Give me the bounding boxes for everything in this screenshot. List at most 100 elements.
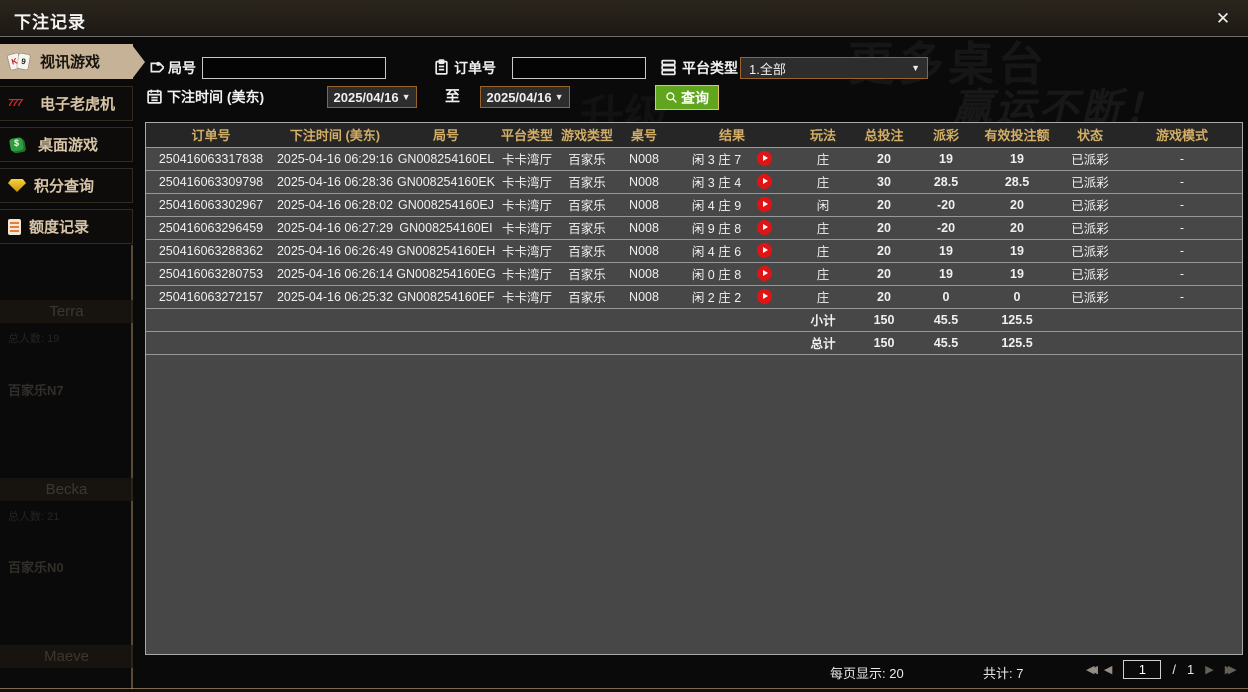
cell-game: 百家乐 <box>556 170 618 194</box>
cell-status: 已派彩 <box>1058 239 1122 263</box>
cell-order: 250416063272157 <box>146 285 276 309</box>
replay-video-icon[interactable] <box>757 243 773 258</box>
result-text: 闲 4 庄 6 <box>691 245 742 259</box>
replay-video-icon[interactable] <box>757 151 773 166</box>
cell-result: 闲 4 庄 6 <box>670 239 794 263</box>
chevron-down-icon: ▼ <box>554 92 564 102</box>
dimmed-lobby-background: Terra 总人数: 19 百家乐N7 Becka 总人数: 21 百家乐N0 … <box>0 245 133 689</box>
replay-video-icon[interactable] <box>757 266 773 281</box>
round-number-input[interactable] <box>202 57 386 79</box>
cell-round: GN008254160EG <box>394 262 498 286</box>
column-header: 游戏模式 <box>1122 123 1242 148</box>
cell-status: 已派彩 <box>1058 147 1122 171</box>
cell-mode: - <box>1122 239 1242 263</box>
cell-platform: 卡卡湾厅 <box>498 285 556 309</box>
cell-total: 30 <box>852 170 916 194</box>
cell-table_no: N008 <box>618 239 670 263</box>
column-header: 订单号 <box>146 123 276 148</box>
cell-time: 2025-04-16 06:28:36 <box>276 170 394 194</box>
previous-page-icon[interactable]: ◀ <box>1103 664 1113 676</box>
grand-total-row-cell <box>498 331 556 355</box>
cell-valid: 0 <box>976 285 1058 309</box>
table-row[interactable]: 250416063280753 2025-04-16 06:26:14 GN0082… <box>146 262 1242 286</box>
cell-play: 庄 <box>794 262 852 286</box>
column-header: 总投注 <box>852 123 916 148</box>
table-row[interactable]: 250416063317838 2025-04-16 06:29:16 GN0082… <box>146 147 1242 171</box>
result-text: 闲 2 庄 2 <box>691 291 742 305</box>
subtotal-row-cell: 45.5 <box>916 308 976 332</box>
table-row[interactable]: 250416063309798 2025-04-16 06:28:36 GN0082… <box>146 170 1242 194</box>
column-header: 结果 <box>670 123 794 148</box>
replay-video-icon[interactable] <box>757 174 773 189</box>
sidebar-item-label: 视讯游戏 <box>40 54 101 71</box>
cell-round: GN008254160EH <box>394 239 498 263</box>
sidebar-item-label: 电子老虎机 <box>40 96 116 113</box>
table-row[interactable]: 250416063296459 2025-04-16 06:27:29 GN0082… <box>146 216 1242 240</box>
lobby-dealer-name: Becka <box>0 478 133 501</box>
column-header: 玩法 <box>794 123 852 148</box>
cell-game: 百家乐 <box>556 193 618 217</box>
cell-valid: 28.5 <box>976 170 1058 194</box>
sidebar-item-table-games[interactable]: 桌面游戏 <box>0 127 133 162</box>
grand-total-row-cell <box>394 331 498 355</box>
date-to-select[interactable]: 2025/04/16 ▼ <box>480 86 570 108</box>
date-from-select[interactable]: 2025/04/16 ▼ <box>327 86 417 108</box>
cell-status: 已派彩 <box>1058 216 1122 240</box>
first-page-icon[interactable]: ◀◀ <box>1086 664 1098 676</box>
replay-video-icon[interactable] <box>757 197 773 212</box>
cell-payout: -20 <box>916 216 976 240</box>
query-button[interactable]: 查询 <box>655 85 719 110</box>
cell-order: 250416063296459 <box>146 216 276 240</box>
cell-valid: 19 <box>976 262 1058 286</box>
table-row[interactable]: 250416063288362 2025-04-16 06:26:49 GN0082… <box>146 239 1242 263</box>
bet-time-label: 下注时间 (美东) <box>167 89 265 105</box>
column-header: 有效投注额 <box>976 123 1058 148</box>
lobby-dealer-name: Maeve <box>0 645 133 668</box>
replay-video-icon[interactable] <box>757 289 773 304</box>
cell-result: 闲 4 庄 9 <box>670 193 794 217</box>
page-divider: / <box>1172 662 1177 677</box>
grand-total-row-cell <box>1122 331 1242 355</box>
grand-total-row-cell: 45.5 <box>916 331 976 355</box>
cell-play: 庄 <box>794 216 852 240</box>
subtotal-row-cell: 小计 <box>794 308 852 332</box>
cell-order: 250416063302967 <box>146 193 276 217</box>
table-row[interactable]: 250416063302967 2025-04-16 06:28:02 GN0082… <box>146 193 1242 217</box>
cell-play: 庄 <box>794 285 852 309</box>
platform-type-select[interactable]: 1.全部 ▼ <box>740 57 928 79</box>
replay-video-icon[interactable] <box>757 220 773 235</box>
cell-payout: -20 <box>916 193 976 217</box>
sidebar-item-slots[interactable]: 777 电子老虎机 <box>0 86 133 121</box>
cell-table_no: N008 <box>618 262 670 286</box>
table-row[interactable]: 250416063272157 2025-04-16 06:25:32 GN0082… <box>146 285 1242 309</box>
sidebar-item-label: 桌面游戏 <box>38 137 99 154</box>
lobby-table-title: 百家乐N7 <box>8 383 64 398</box>
cell-valid: 20 <box>976 216 1058 240</box>
dialog-title: 下注记录 <box>14 13 86 32</box>
sidebar: K9 视讯游戏 777 电子老虎机 桌面游戏 积分查询 额度记录 <box>0 37 133 692</box>
cell-mode: - <box>1122 193 1242 217</box>
order-number-input[interactable] <box>512 57 646 79</box>
last-page-icon[interactable]: ▶▶ <box>1224 664 1237 676</box>
cell-game: 百家乐 <box>556 216 618 240</box>
cell-order: 250416063309798 <box>146 170 276 194</box>
next-page-icon[interactable]: ▶ <box>1205 664 1214 676</box>
pager: ◀◀ ◀ 1 / 1 ▶ ▶▶ <box>1086 660 1237 679</box>
chevron-down-icon: ▼ <box>911 63 920 73</box>
cell-table_no: N008 <box>618 193 670 217</box>
sidebar-item-points-query[interactable]: 积分查询 <box>0 168 133 203</box>
cell-payout: 19 <box>916 147 976 171</box>
cell-time: 2025-04-16 06:29:16 <box>276 147 394 171</box>
sidebar-item-quota-records[interactable]: 额度记录 <box>0 209 133 244</box>
grand-total-row-cell <box>1058 331 1122 355</box>
page-number-input[interactable]: 1 <box>1123 660 1162 679</box>
cell-platform: 卡卡湾厅 <box>498 170 556 194</box>
close-icon[interactable]: ✕ <box>1215 9 1231 28</box>
query-button-label: 查询 <box>681 89 709 106</box>
cell-play: 庄 <box>794 239 852 263</box>
result-text: 闲 9 庄 8 <box>691 222 742 236</box>
cell-total: 20 <box>852 147 916 171</box>
result-text: 闲 3 庄 7 <box>691 153 742 167</box>
cell-round: GN008254160EJ <box>394 193 498 217</box>
